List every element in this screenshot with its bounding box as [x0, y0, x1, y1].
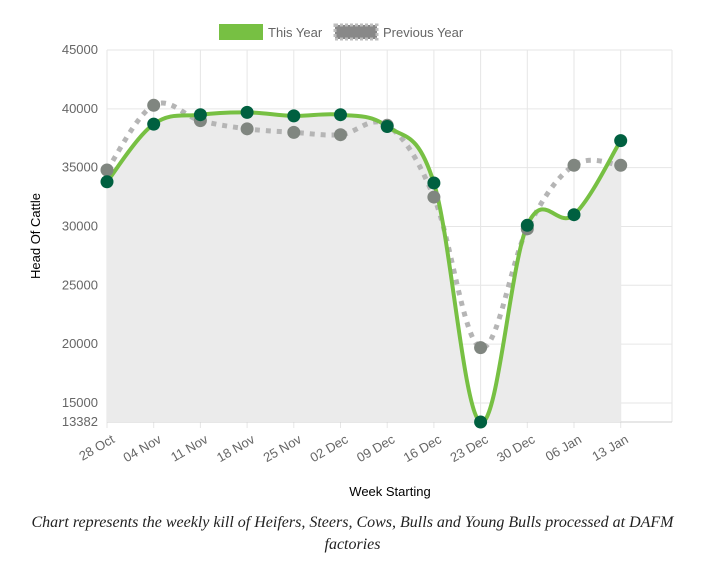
this-year-point[interactable]: [334, 108, 347, 122]
previous-year-point[interactable]: [100, 163, 114, 177]
y-axis-title: Head Of Cattle: [28, 193, 43, 279]
this-year-point[interactable]: [147, 117, 161, 131]
previous-year-point[interactable]: [240, 122, 254, 136]
y-axis-ticks: 45000 40000 35000 30000 25000 20000 15000 13382: [62, 42, 98, 429]
this-year-point[interactable]: [240, 105, 254, 119]
x-tick-label: 28 Oct: [76, 431, 117, 463]
chart-caption: Chart represents the weekly kill of Heif…: [31, 514, 674, 553]
this-year-point[interactable]: [567, 208, 581, 222]
x-tick-label: 04 Nov: [121, 431, 165, 465]
y-tick-label: 20000: [62, 336, 98, 351]
this-year-points: [100, 105, 628, 429]
y-tick-label: 25000: [62, 277, 98, 292]
this-year-point[interactable]: [100, 175, 114, 189]
this-year-point[interactable]: [287, 109, 301, 123]
legend[interactable]: This Year Previous Year: [219, 23, 464, 41]
legend-label-this-year: This Year: [268, 25, 323, 40]
x-tick-label: 25 Nov: [261, 431, 305, 465]
legend-item-previous-year[interactable]: Previous Year: [333, 23, 464, 41]
x-tick-label: 13 Jan: [589, 431, 630, 464]
legend-item-this-year[interactable]: This Year: [219, 24, 323, 40]
x-tick-label: 11 Nov: [168, 431, 211, 464]
previous-year-point[interactable]: [287, 125, 301, 139]
this-year-point[interactable]: [520, 218, 534, 232]
y-tick-label: 30000: [62, 218, 98, 233]
x-tick-label: 16 Dec: [401, 431, 445, 465]
previous-year-point[interactable]: [147, 98, 161, 112]
y-tick-label: 45000: [62, 42, 98, 57]
x-tick-label: 23 Dec: [447, 431, 491, 465]
previous-year-point[interactable]: [567, 158, 581, 172]
this-year-point[interactable]: [380, 119, 394, 133]
previous-year-point[interactable]: [427, 190, 441, 204]
y-tick-label: 35000: [62, 160, 98, 175]
weekly-kill-chart: 45000 40000 35000 30000 25000 20000 15000 13382…: [28, 23, 673, 499]
previous-year-point[interactable]: [334, 128, 347, 142]
legend-swatch-this-year: [219, 24, 263, 40]
legend-swatch-previous-year: [333, 23, 379, 41]
this-year-point[interactable]: [614, 134, 628, 148]
y-tick-label: 40000: [62, 101, 98, 116]
x-tick-label: 06 Jan: [543, 431, 584, 464]
x-tick-label: 30 Dec: [494, 431, 538, 465]
x-tick-label: 18 Nov: [214, 431, 258, 465]
previous-year-point[interactable]: [614, 158, 628, 172]
x-tick-label: 09 Dec: [354, 431, 398, 465]
previous-year-point[interactable]: [474, 341, 488, 355]
x-tick-label: 02 Dec: [307, 431, 351, 465]
this-year-point[interactable]: [193, 108, 207, 122]
y-tick-label: 15000: [62, 395, 98, 410]
this-year-point[interactable]: [474, 415, 488, 429]
y-tick-label: 13382: [62, 414, 98, 429]
this-year-point[interactable]: [427, 176, 441, 190]
this-year-area: [107, 112, 621, 423]
x-axis-title: Week Starting: [349, 484, 430, 499]
x-axis-ticks: 28 Oct 04 Nov 11 Nov 18 Nov 25 Nov 02 Dec 09 D…: [76, 431, 630, 465]
legend-label-previous-year: Previous Year: [383, 25, 464, 40]
